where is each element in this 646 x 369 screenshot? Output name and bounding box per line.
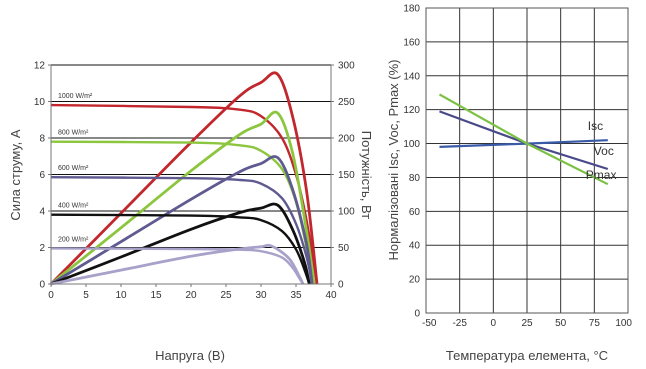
iv-y2-tick-label: 50 (338, 243, 350, 254)
temp-series-label: Isc (588, 119, 603, 133)
iv-x-tick-label: 5 (83, 290, 89, 301)
temp-plot-frame (425, 7, 629, 314)
temp-gridlines (425, 7, 629, 314)
iv-y-tick-label: 12 (34, 61, 46, 72)
iv-x-tick-label: 40 (325, 290, 337, 301)
power-curve (50, 202, 311, 286)
iv-x-tick-label: 10 (115, 290, 127, 301)
temp-x-tick-label: -25 (452, 318, 467, 329)
temp-x-tick-label: 100 (615, 318, 632, 329)
temp-x-tick-label: 75 (589, 318, 601, 329)
temp-series-line (438, 93, 609, 186)
iv-curves (50, 71, 319, 286)
iv-curve (50, 103, 319, 285)
temp-y-tick-label: 80 (409, 173, 421, 184)
iv-y2-tick-label: 0 (338, 280, 344, 291)
iv-y-tick-label: 8 (39, 134, 45, 145)
temp-x-axis-caption: Температура елемента, °C (446, 348, 608, 363)
temp-series-label: Pmax (586, 168, 617, 182)
iv-x-tick-label: 25 (220, 290, 232, 301)
temp-y-axis-title: Нормалізовані Isc, Voc, Pmax (%) (386, 59, 401, 260)
temp-x-tick-label: 50 (555, 318, 567, 329)
irradiance-label: 200 W/m² (58, 236, 89, 243)
iv-chart: 0 5 10 15 20 25 30 35 40 0 2 4 6 8 10 12 0 50 100 150 200 2… (8, 61, 374, 364)
power-curve (50, 110, 316, 286)
iv-y2-tick-label: 300 (338, 61, 355, 72)
power-curve (50, 243, 305, 286)
temp-x-tick-label: 25 (521, 318, 533, 329)
iv-y-axis-title: Сила струму, А (8, 129, 23, 220)
temperature-chart: -50 -25 0 25 50 75 100 0 20 40 60 80 100 120 140 160 18… (386, 4, 632, 364)
iv-y-tick-label: 2 (39, 243, 45, 254)
irradiance-label: 600 W/m² (58, 165, 89, 172)
power-curve (50, 71, 319, 285)
temp-x-tick-label: -50 (422, 318, 437, 329)
temp-y-tick-label: 180 (403, 4, 420, 15)
temp-y-tick-label: 160 (403, 37, 420, 48)
temp-series-lines (438, 93, 609, 186)
temp-x-tick-label: 0 (491, 318, 497, 329)
iv-y-tick-label: 0 (39, 280, 45, 291)
iv-y2-tick-label: 250 (338, 97, 355, 108)
temp-y-tick-label: 0 (414, 309, 420, 320)
temp-y-tick-label: 60 (409, 207, 421, 218)
iv-y2-axis-title: Потужність, Вт (359, 131, 374, 219)
iv-y2-tick-label: 100 (338, 207, 355, 218)
temp-series-label: Voc (594, 144, 614, 158)
iv-gridlines (51, 64, 331, 248)
iv-y-tick-label: 6 (39, 170, 45, 181)
iv-curve (50, 176, 314, 285)
irradiance-label: 1000 W/m² (58, 93, 93, 100)
iv-x-tick-label: 30 (255, 290, 267, 301)
irradiance-label: 800 W/m² (58, 130, 89, 137)
temp-y-tick-label: 40 (409, 241, 421, 252)
iv-x-tick-label: 0 (48, 290, 54, 301)
iv-curve (50, 213, 311, 285)
temp-y-tick-label: 100 (403, 139, 420, 150)
iv-y2-tick-label: 150 (338, 170, 355, 181)
irradiance-label: 400 W/m² (58, 203, 89, 210)
iv-curve (50, 140, 316, 285)
temp-y-tick-label: 140 (403, 71, 420, 82)
iv-y2-tick-label: 200 (338, 134, 355, 145)
iv-x-tick-label: 35 (290, 290, 302, 301)
iv-x-tick-label: 15 (150, 290, 162, 301)
iv-x-tick-label: 20 (185, 290, 197, 301)
iv-y-tick-label: 10 (34, 97, 46, 108)
temp-y-tick-label: 120 (403, 105, 420, 116)
iv-y-tick-label: 4 (39, 207, 45, 218)
iv-x-axis-caption: Напруга (В) (155, 348, 225, 363)
temp-y-tick-label: 20 (409, 275, 421, 286)
power-curve (50, 155, 314, 286)
